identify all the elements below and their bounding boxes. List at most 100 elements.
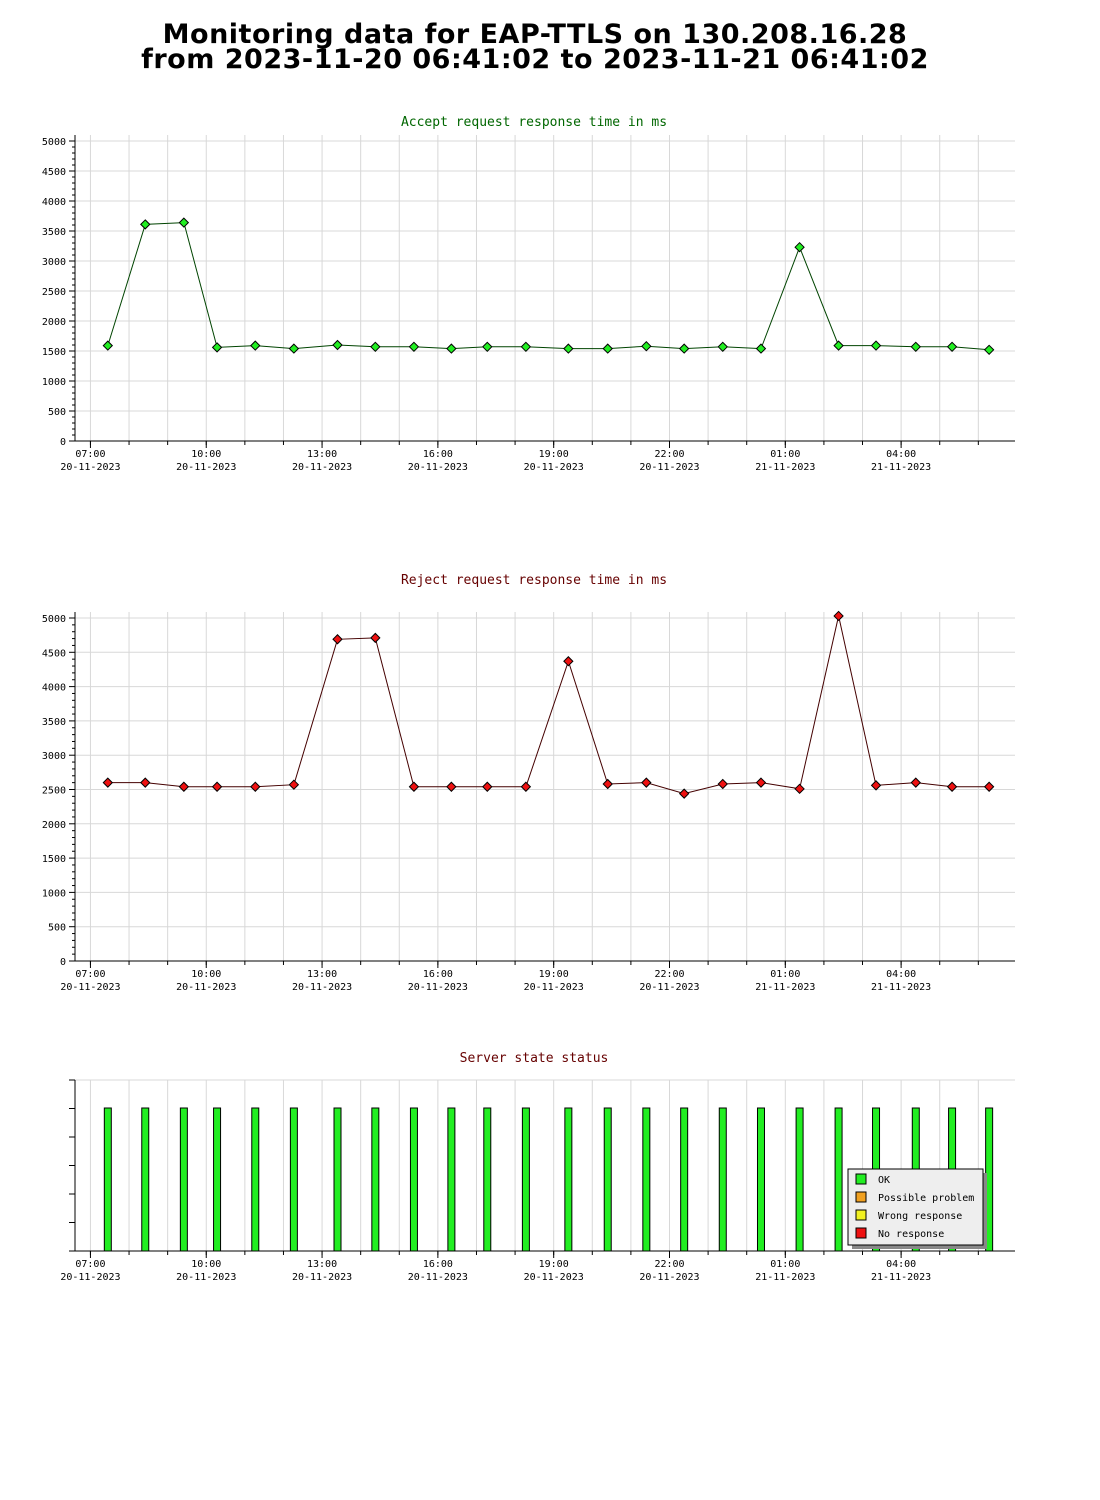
accept-y-tick-label: 3000 [42,257,66,268]
accept-data-point [641,340,652,352]
reject-x-tick-time: 22:00 [654,969,684,980]
status-chart-title: Server state status [460,1051,609,1066]
status-x-tick-time: 19:00 [539,1259,569,1270]
legend-swatch [855,1209,867,1221]
status-bar [756,1107,765,1252]
status-x-tick-date: 20-11-2023 [524,1272,584,1283]
status-x-tick-date: 21-11-2023 [871,1272,931,1283]
page-title-line-2: from 2023-11-20 06:41:02 to 2023-11-21 0… [141,44,929,75]
reject-x-tick-time: 10:00 [191,969,221,980]
status-bar [447,1107,456,1252]
accept-y-tick-label: 2500 [42,287,66,298]
accept-y-tick-label: 2000 [42,317,66,328]
reject-x-tick-date: 20-11-2023 [639,982,699,993]
accept-data-point [178,217,190,228]
reject-x-tick-date: 20-11-2023 [408,982,468,993]
reject-data-point [910,777,921,788]
reject-x-tick-time: 13:00 [307,969,337,980]
status-x-tick-date: 20-11-2023 [292,1272,352,1283]
accept-x-tick-date: 20-11-2023 [176,462,236,473]
accept-data-point [520,341,532,353]
reject-y-tick-label: 1500 [42,854,66,865]
legend-swatch [855,1191,867,1203]
accept-x-tick-time: 13:00 [307,449,337,460]
legend-box [847,1168,984,1246]
reject-data-point [408,781,420,792]
status-bar [718,1107,727,1252]
reject-x-tick-time: 04:00 [886,969,916,980]
status-bar [564,1107,573,1252]
accept-data-point [102,340,114,351]
accept-x-tick-time: 10:00 [191,449,221,460]
accept-x-tick-time: 22:00 [654,449,684,460]
reject-data-point [717,778,728,790]
status-bar [409,1107,418,1252]
reject-data-point [178,781,190,792]
accept-data-point [717,341,728,353]
legend-swatch [855,1227,867,1239]
status-bar [680,1107,689,1252]
status-bar [371,1107,380,1252]
status-x-tick-time: 07:00 [75,1259,105,1270]
reject-x-tick-time: 19:00 [539,969,569,980]
accept-chart-title: Accept request response time in ms [401,115,667,130]
reject-x-tick-time: 01:00 [770,969,800,980]
reject-x-tick-date: 20-11-2023 [292,982,352,993]
legend-swatch [855,1173,867,1185]
reject-data-point [288,779,300,790]
status-bar [251,1107,260,1252]
accept-data-point [288,343,300,354]
accept-x-tick-date: 20-11-2023 [292,462,352,473]
legend-label: OK [878,1175,890,1186]
accept-data-point [870,340,882,351]
reject-x-tick-time: 16:00 [423,969,453,980]
status-x-tick-time: 22:00 [654,1259,684,1270]
status-bar [795,1107,804,1252]
accept-x-tick-time: 07:00 [75,449,105,460]
reject-y-tick-label: 2500 [42,786,66,797]
reject-data-point [602,778,613,790]
status-x-tick-time: 04:00 [886,1259,916,1270]
reject-y-tick-label: 4000 [42,683,66,694]
reject-series-line [107,615,990,795]
status-bar [333,1107,342,1252]
accept-data-point [140,219,151,230]
accept-data-point [211,342,223,353]
accept-data-point [250,340,261,351]
status-legend: OK Possible problem Wrong response No respo… [847,1168,987,1249]
legend-label: No response [878,1229,944,1240]
status-x-tick-date: 20-11-2023 [60,1272,120,1283]
legend-label: Wrong response [878,1211,962,1222]
legend-label: Possible problem [878,1193,974,1204]
reject-data-point [833,610,844,622]
reject-y-tick-label: 500 [48,923,66,934]
status-x-tick-time: 10:00 [191,1259,221,1270]
accept-series-line [107,222,990,351]
reject-data-point [520,781,532,792]
status-bar [213,1107,222,1252]
status-bar [179,1107,188,1252]
accept-data-point [370,341,381,353]
accept-x-tick-date: 21-11-2023 [871,462,931,473]
status-x-tick-time: 13:00 [307,1259,337,1270]
reject-data-point [370,632,381,644]
accept-data-point [910,341,921,353]
accept-x-tick-date: 20-11-2023 [524,462,584,473]
status-x-tick-date: 20-11-2023 [176,1272,236,1283]
accept-x-tick-date: 20-11-2023 [639,462,699,473]
accept-x-tick-time: 01:00 [770,449,800,460]
accept-y-tick-label: 500 [48,407,66,418]
reject-data-point [482,781,493,792]
accept-y-tick-label: 4000 [42,197,66,208]
status-bar [834,1107,843,1252]
reject-x-tick-date: 20-11-2023 [60,982,120,993]
accept-x-tick-date: 21-11-2023 [755,462,815,473]
accept-data-point [833,340,844,351]
accept-data-point [602,343,613,354]
reject-x-tick-date: 21-11-2023 [755,982,815,993]
reject-data-point [140,777,151,788]
accept-y-tick-label: 0 [60,437,66,448]
accept-y-tick-label: 3500 [42,227,66,238]
accept-data-point [408,341,420,353]
accept-data-point [563,343,574,354]
